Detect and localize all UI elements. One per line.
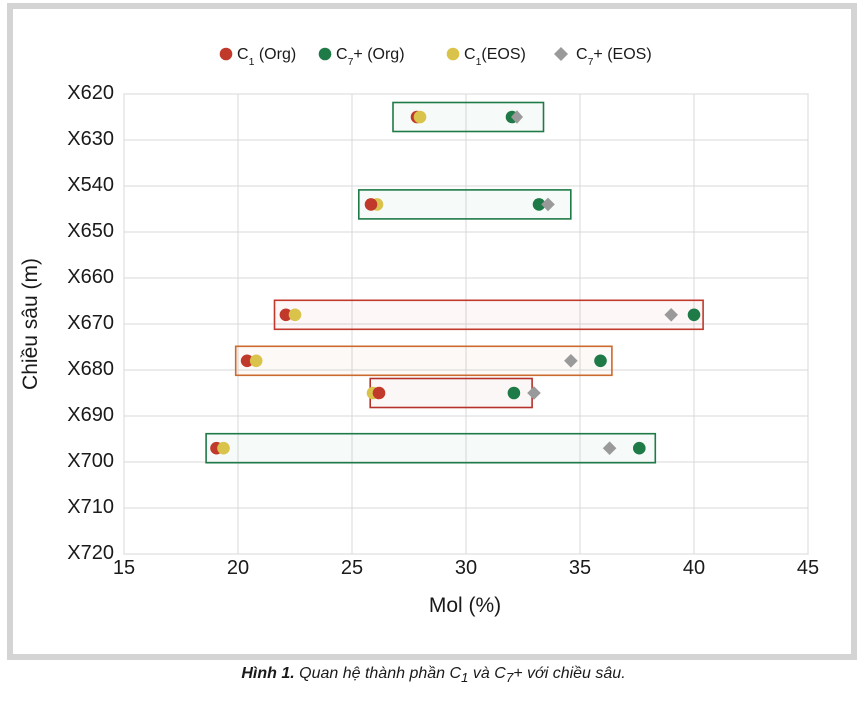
svg-text:X620: X620 <box>67 82 114 104</box>
svg-text:Mol (%): Mol (%) <box>429 594 501 617</box>
svg-text:X630: X630 <box>67 128 114 150</box>
svg-text:25: 25 <box>341 557 363 579</box>
svg-text:C7+ (Org): C7+ (Org) <box>336 46 405 68</box>
svg-text:15: 15 <box>113 557 135 579</box>
svg-text:X720: X720 <box>67 542 114 564</box>
svg-text:45: 45 <box>797 557 819 579</box>
svg-text:40: 40 <box>683 557 705 579</box>
svg-text:20: 20 <box>227 557 249 579</box>
svg-text:C7+ (EOS): C7+ (EOS) <box>576 46 652 68</box>
svg-text:30: 30 <box>455 557 477 579</box>
svg-text:C1(EOS): C1(EOS) <box>464 46 526 68</box>
svg-text:X710: X710 <box>67 496 114 518</box>
svg-text:C1 (Org): C1 (Org) <box>237 46 296 68</box>
svg-text:X680: X680 <box>67 358 114 380</box>
svg-text:Chiều sâu (m): Chiều sâu (m) <box>19 258 42 390</box>
svg-text:X660: X660 <box>67 266 114 288</box>
svg-text:X540: X540 <box>67 174 114 196</box>
svg-text:X690: X690 <box>67 404 114 426</box>
svg-text:X700: X700 <box>67 450 114 472</box>
svg-text:35: 35 <box>569 557 591 579</box>
svg-text:X670: X670 <box>67 312 114 334</box>
svg-text:X650: X650 <box>67 220 114 242</box>
